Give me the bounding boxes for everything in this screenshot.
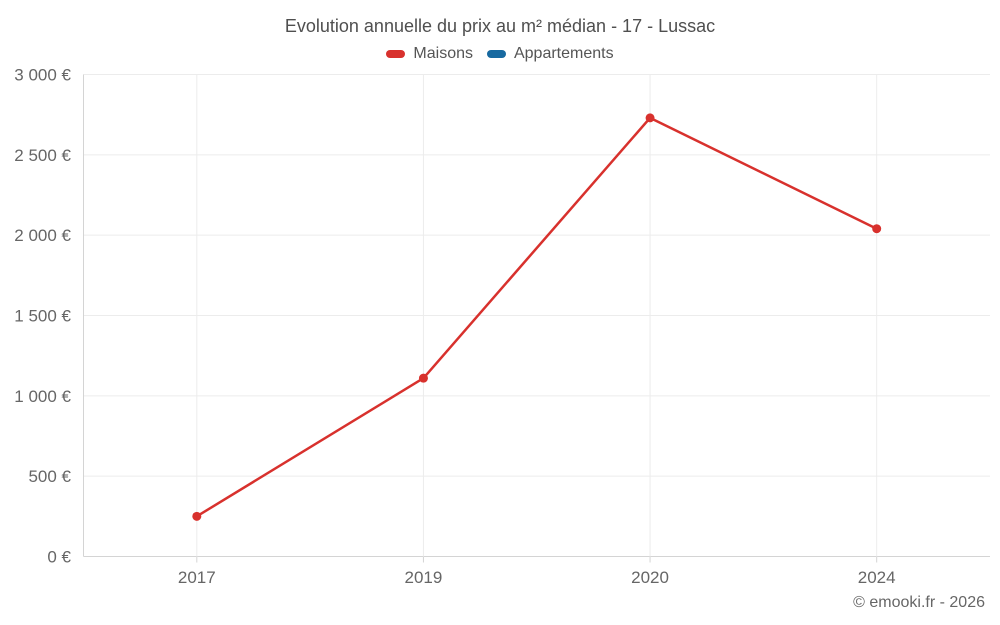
legend-item-maisons[interactable]: Maisons xyxy=(386,45,473,63)
data-point-maisons[interactable] xyxy=(645,113,655,123)
data-point-maisons[interactable] xyxy=(872,224,882,234)
x-tick-label: 2017 xyxy=(178,568,216,587)
y-tick-label: 1 000 € xyxy=(14,387,71,406)
y-tick-label: 3 000 € xyxy=(14,66,71,85)
data-point-maisons[interactable] xyxy=(192,511,202,521)
legend-label-maisons: Maisons xyxy=(413,45,473,62)
legend-item-appartements[interactable]: Appartements xyxy=(486,45,614,63)
y-tick-label: 2 000 € xyxy=(14,226,71,245)
chart-legend: Maisons Appartements xyxy=(0,45,1000,63)
data-point-maisons[interactable] xyxy=(418,373,428,383)
y-tick-label: 1 500 € xyxy=(14,307,71,326)
y-tick-label: 500 € xyxy=(28,467,71,486)
series-line-maisons xyxy=(195,116,878,518)
x-tick-label: 2020 xyxy=(631,568,669,587)
copyright-text: © emooki.fr - 2026 xyxy=(853,594,985,611)
x-tick-label: 2019 xyxy=(405,568,443,587)
chart-title: Evolution annuelle du prix au m² médian … xyxy=(284,16,716,36)
x-tick-label: 2024 xyxy=(858,568,896,587)
y-tick-label: 2 500 € xyxy=(14,146,71,165)
y-tick-label: 0 € xyxy=(47,548,71,567)
appartements-series-swatch-icon xyxy=(486,50,506,58)
maisons-series-swatch-icon xyxy=(386,50,406,58)
legend-label-appartements: Appartements xyxy=(513,45,614,62)
